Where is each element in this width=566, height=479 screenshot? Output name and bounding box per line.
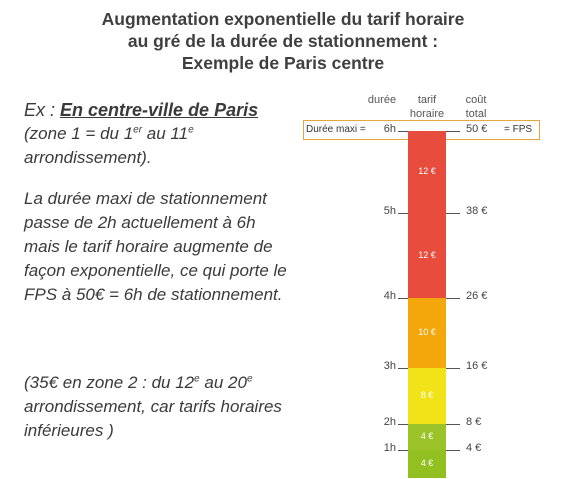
cost-tick (446, 213, 460, 214)
max-duration-label: Durée maxi = (306, 124, 366, 135)
cost-label: 16 € (466, 360, 488, 372)
zone-sup-2: e (188, 124, 194, 136)
zone-sup-1: er (133, 124, 143, 136)
rate-label: 4 € (420, 431, 434, 441)
cost-label: 8 € (466, 416, 482, 428)
zone2-text-a: (35€ en zone 2 : du 12 (24, 373, 195, 392)
example-heading: Ex : En centre-ville de Paris (24, 98, 292, 123)
zone2-sup-2: e (246, 373, 253, 385)
example-city: En centre-ville de Paris (60, 100, 259, 120)
hour-label: 4h (383, 290, 396, 302)
rate-segment (408, 424, 446, 450)
rate-segment (408, 213, 446, 298)
rate-segment (408, 131, 446, 213)
rate-label: 12 € (418, 249, 436, 260)
hour-tick (398, 213, 408, 214)
cost-tick (446, 450, 460, 451)
cost-label: 4 € (466, 442, 482, 454)
rate-segment (408, 298, 446, 368)
duration-paragraph: La durée maxi de stationnement passe de … (24, 189, 287, 304)
cost-label: 50 € (466, 123, 488, 135)
hour-tick (398, 298, 408, 299)
header-cout: coût total (465, 94, 487, 120)
header-tarif: tarif horaire (409, 94, 445, 120)
zone2-text-c: arrondissement, car tarifs horaires infé… (24, 397, 282, 440)
example-prefix: Ex : (24, 100, 61, 120)
hour-tick (398, 368, 408, 369)
rate-segment (408, 368, 446, 424)
title-line-3: Exemple de Paris centre (181, 53, 385, 73)
rate-label: 12 € (418, 166, 436, 176)
cost-tick (446, 424, 460, 425)
hour-tick (398, 450, 408, 451)
page-title: Augmentation exponentielle du tarif hora… (0, 8, 566, 74)
header-duree: durée (367, 94, 397, 106)
hour-tick (398, 424, 408, 425)
zone2-note: (35€ en zone 2 : du 12e au 20e arrondiss… (24, 371, 292, 443)
zone-text-c: arrondissement). (24, 148, 152, 167)
cost-label: 38 € (466, 205, 488, 217)
zone-text-b: au 11 (142, 124, 189, 143)
zone2-text-b: au 20 (199, 373, 247, 392)
title-line-2: au gré de la durée de stationnement : (127, 31, 439, 51)
zone2-sup-1: e (194, 373, 200, 385)
hour-label: 5h (383, 205, 396, 217)
cost-tick (446, 368, 460, 369)
rate-label: 4 € (420, 458, 434, 468)
hour-label: 6h (383, 123, 396, 135)
fps-label: = FPS (504, 124, 533, 135)
cost-tick (446, 131, 460, 132)
hour-tick (398, 131, 408, 132)
hour-label: 2h (383, 416, 396, 428)
hour-label: 3h (383, 360, 396, 372)
cost-label: 26 € (466, 290, 488, 302)
rate-label: 8 € (420, 390, 434, 400)
cost-tick (446, 298, 460, 299)
title-line-1: Augmentation exponentielle du tarif hora… (101, 9, 465, 29)
rate-segment (408, 450, 446, 478)
rate-label: 10 € (418, 327, 436, 337)
zone-description: (zone 1 = du 1er au 11e arrondissement). (24, 122, 292, 170)
zone-text-a: (zone 1 = du 1 (24, 124, 134, 143)
hour-label: 1h (383, 442, 396, 454)
